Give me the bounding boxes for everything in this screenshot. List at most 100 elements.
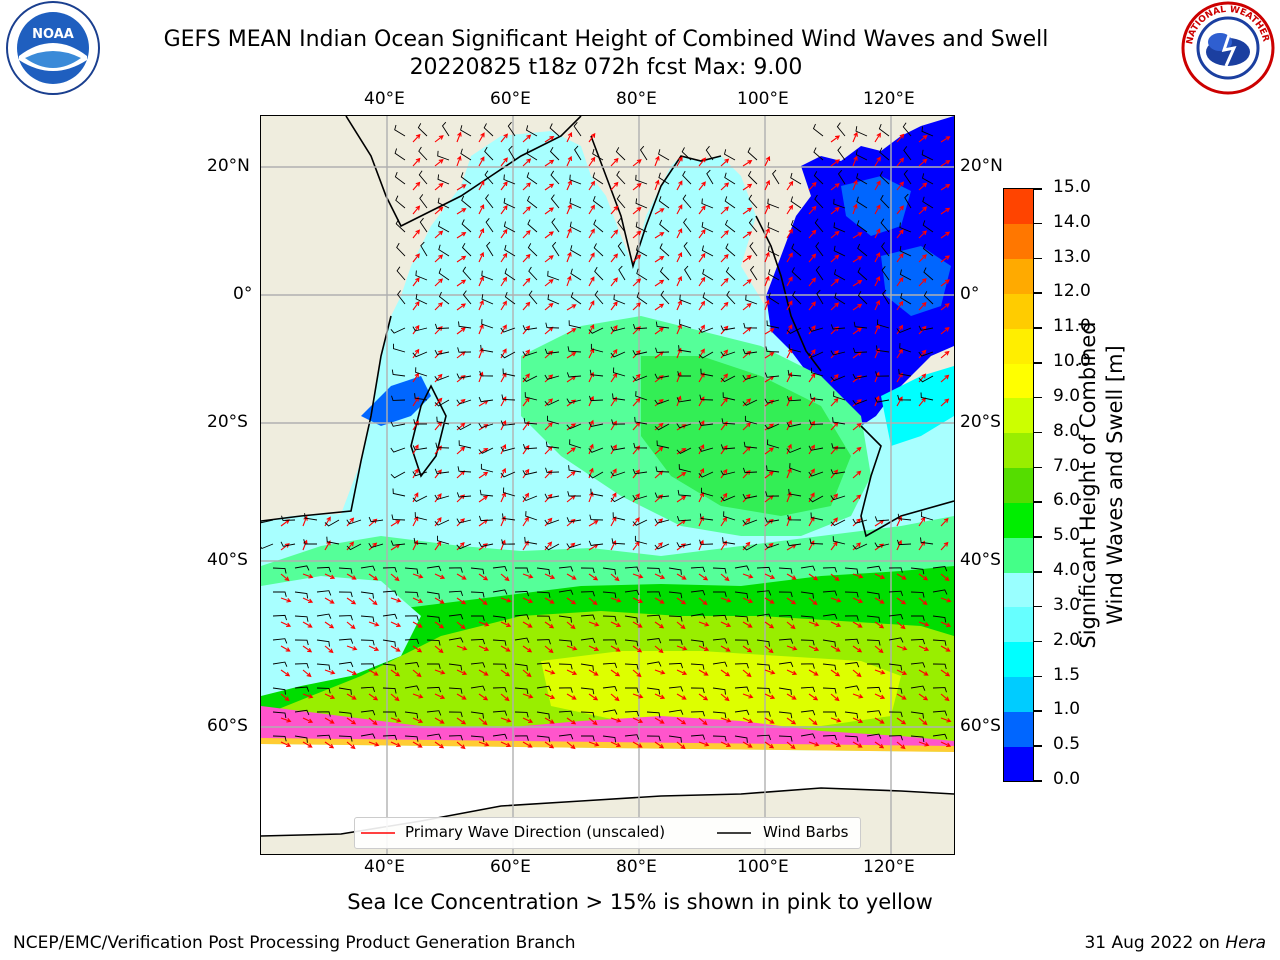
wind-barb [898,368,912,377]
wind-barb [932,566,948,572]
lat-label-0-right: 0° [960,284,980,304]
wave-direction-arrow [456,717,467,725]
wind-barb [787,369,802,377]
wave-direction-arrow [456,446,466,455]
wind-barb [668,615,683,622]
colorbar-tick-mark [1034,745,1042,747]
wind-barb [456,492,472,498]
wave-direction-arrow [412,253,420,263]
wind-barb [712,735,727,742]
wind-barb [808,471,824,477]
wind-barb [536,615,551,622]
wave-direction-arrow [478,471,489,479]
wave-direction-arrow [742,183,753,191]
ocean-southern-band-yellow [541,651,901,726]
wave-direction-arrow [500,181,508,191]
wind-barb [368,516,384,523]
wave-direction-arrow [500,133,509,143]
wind-barb [396,242,406,257]
wave-direction-arrow [610,717,622,723]
colorbar-tick-label: 0.0 [1053,769,1081,789]
wave-direction-arrow [654,494,664,503]
wind-barb [404,711,419,719]
colorbar-tick-label: 9.0 [1053,385,1081,406]
wind-barb [902,122,912,137]
wind-barb [834,292,846,305]
wind-barb [701,198,714,209]
wind-barb [788,488,802,497]
wave-direction-arrow [456,155,462,167]
wind-barb [460,148,472,161]
ocean-southwest-cyan [261,576,421,696]
wind-barb [525,511,538,521]
wave-direction-arrow [896,372,903,383]
wave-direction-arrow [544,350,554,359]
wind-barb [923,291,934,305]
wind-barb [574,145,582,161]
wave-direction-arrow [940,374,950,383]
wave-direction-arrow [412,492,419,503]
wave-direction-arrow [390,741,402,748]
wind-barb [316,711,331,717]
wind-barb [272,661,288,667]
wind-barb [523,417,538,425]
wave-direction-arrow [456,693,467,700]
wind-barb [734,565,750,571]
wave-direction-arrow [522,253,531,263]
wave-direction-arrow [544,541,553,551]
wave-direction-arrow [786,597,797,605]
colorbar-tick-label: 15.0 [1053,177,1091,197]
wave-direction-arrow [654,573,666,580]
wind-barb [536,662,552,668]
wind-barb [461,242,472,257]
wind-barb [832,536,846,545]
wind-barb [668,591,683,599]
wave-direction-arrow [830,206,840,215]
wind-barb [390,421,406,427]
wave-direction-arrow [764,203,770,215]
wind-barb [632,519,648,526]
wave-direction-arrow [412,229,421,239]
wind-barb [273,591,287,597]
wave-direction-arrow [434,669,446,675]
wind-barb [448,567,463,573]
wind-barb [778,661,794,668]
wind-barb [747,170,758,185]
wind-barb [346,543,362,551]
wind-barb [822,613,838,620]
sea-ice-footnote: Sea Ice Concentration > 15% is shown in … [347,890,933,914]
wave-direction-arrow [478,645,490,652]
wind-barb [593,219,604,233]
wind-barb [437,150,450,161]
wind-barb [592,172,604,185]
colorbar-tick-mark [1034,780,1042,782]
colorbar-tick-label: 2.0 [1053,629,1081,650]
wind-barb [448,663,463,671]
wave-direction-arrow [874,621,885,629]
wind-barb [855,126,868,137]
wind-barb [866,639,881,646]
map-legend: Primary Wave Direction (unscaled) Wind B… [354,817,861,849]
wind-barb [456,399,472,405]
wind-barb [460,172,472,185]
wave-direction-arrow [896,669,908,676]
wind-barb [462,290,472,305]
wind-barb [360,591,374,599]
wind-barb [654,492,670,498]
wind-barb [397,290,406,305]
wind-barb [303,539,317,545]
wind-barb [756,566,772,573]
wave-direction-arrow [324,621,335,629]
wind-barb [815,242,824,257]
wind-barb [808,495,824,503]
wave-direction-arrow [632,645,643,653]
wave-direction-arrow [896,157,905,167]
wind-barb [558,710,574,717]
wave-direction-arrow [478,693,489,701]
wave-direction-arrow [940,573,950,582]
wind-barb [786,540,802,547]
wind-barb [526,195,538,209]
wind-barb [668,686,684,692]
wave-direction-arrow [456,741,466,750]
wind-barb [646,614,662,621]
